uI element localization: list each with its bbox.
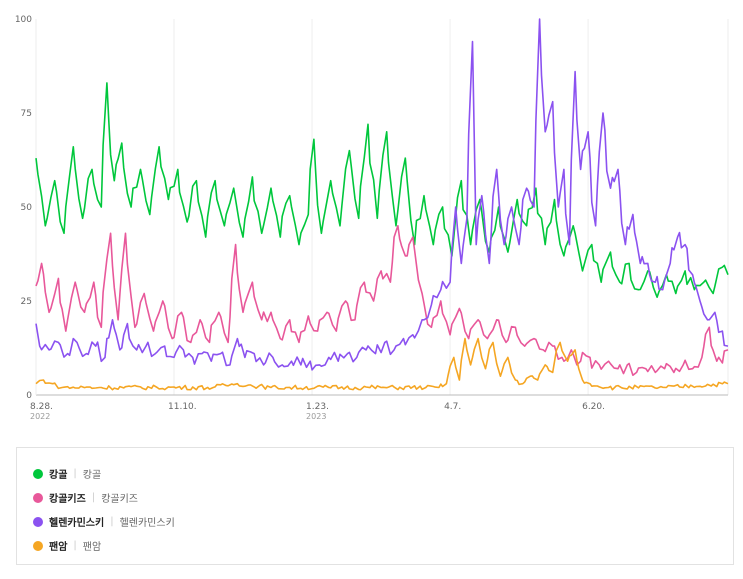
x-tick-label: 4.7. (444, 402, 461, 412)
tick-labels: 8.28.2022 11.10. 1.23.2023 4.7. 6.20. 0 25 50 75… (15, 15, 605, 421)
legend: 캉골 | 캉골 캉골키즈 | 캉골키즈 헬렌카민스키 | 헬렌카민스키 팬암 |… (16, 447, 734, 565)
x-tick-year-label: 2022 (30, 412, 50, 421)
legend-divider: | (110, 516, 114, 527)
legend-divider: | (91, 492, 96, 503)
legend-item-kangol[interactable]: 캉골 | 캉골 (33, 466, 101, 481)
legend-dot-icon (33, 492, 43, 503)
x-tick-label: 6.20. (582, 402, 605, 412)
grid-lines (35, 19, 729, 395)
x-tick-label: 1.23. (306, 402, 329, 412)
y-tick-label: 75 (21, 109, 32, 119)
x-tick-year-label: 2023 (306, 412, 326, 421)
x-tick-label: 11.10. (168, 402, 197, 412)
x-tick-label: 8.28. (30, 402, 53, 412)
series-line-3 (35, 337, 729, 391)
legend-item-kangol-kids[interactable]: 캉골키즈 | 캉골키즈 (33, 490, 138, 505)
legend-series-name: 헬렌카민스키 (49, 518, 105, 529)
series-line-0 (35, 82, 729, 298)
legend-divider: | (73, 468, 77, 479)
legend-keyword: 캉골 (82, 470, 102, 481)
legend-dot-icon (33, 540, 43, 551)
y-tick-label: 25 (21, 297, 32, 307)
series-line-1 (35, 225, 729, 376)
legend-divider: | (73, 540, 77, 551)
legend-keyword: 팬암 (82, 542, 102, 553)
y-tick-label: 100 (15, 15, 32, 25)
y-tick-label: 50 (21, 203, 33, 213)
series-lines (35, 18, 729, 391)
legend-item-helen-kaminski[interactable]: 헬렌카민스키 | 헬렌카민스키 (33, 514, 175, 529)
legend-dot-icon (33, 468, 43, 479)
legend-series-name: 캉골 (49, 470, 68, 481)
legend-keyword: 헬렌카민스키 (119, 518, 175, 529)
legend-dot-icon (33, 516, 43, 527)
axes (35, 19, 728, 396)
legend-series-name: 캉골키즈 (49, 494, 86, 505)
legend-series-name: 팬암 (49, 542, 68, 553)
y-tick-label: 0 (26, 391, 32, 401)
line-chart: 8.28.2022 11.10. 1.23.2023 4.7. 6.20. 0 25 50 75… (15, 15, 729, 421)
legend-keyword: 캉골키즈 (101, 494, 138, 505)
series-line-2 (35, 18, 729, 371)
legend-item-panam[interactable]: 팬암 | 팬암 (33, 538, 101, 553)
